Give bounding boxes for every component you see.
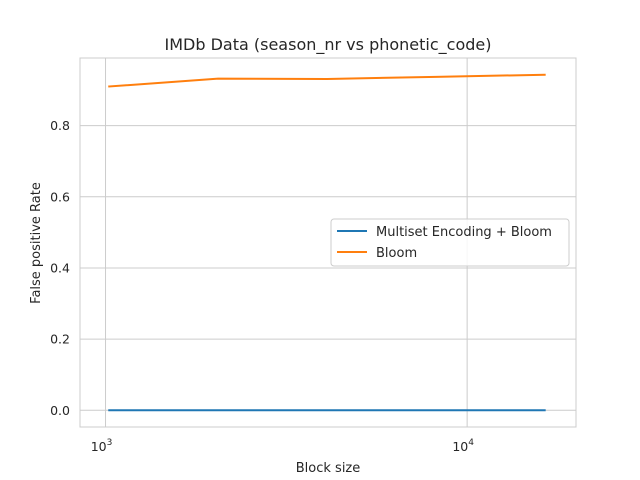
series-line-bloom	[108, 73, 546, 88]
y-tick-label: 0.2	[50, 332, 70, 347]
y-axis-label: False positive Rate	[29, 182, 44, 304]
series-layer	[108, 73, 546, 412]
x-tick-label: 104	[452, 438, 474, 454]
legend-label-multiset-encoding-bloom: Multiset Encoding + Bloom	[376, 225, 552, 240]
legend-label-bloom: Bloom	[376, 246, 417, 261]
y-tick-label: 0.4	[50, 260, 70, 275]
y-tick-label: 0.6	[50, 189, 70, 204]
legend-box	[330, 218, 570, 267]
y-tick-label: 0.0	[50, 403, 70, 418]
legend: Multiset Encoding + Bloom Bloom	[330, 218, 570, 267]
x-tick-label: 103	[91, 438, 113, 454]
tick-layer: 0.0 0.2 0.4 0.6 0.8 103 104	[50, 118, 474, 454]
grid-layer	[80, 58, 576, 427]
chart-title: IMDb Data (season_nr vs phonetic_code)	[165, 35, 492, 55]
plot-frame	[79, 57, 577, 428]
x-axis-label: Block size	[296, 461, 361, 476]
y-tick-label: 0.8	[50, 118, 70, 133]
